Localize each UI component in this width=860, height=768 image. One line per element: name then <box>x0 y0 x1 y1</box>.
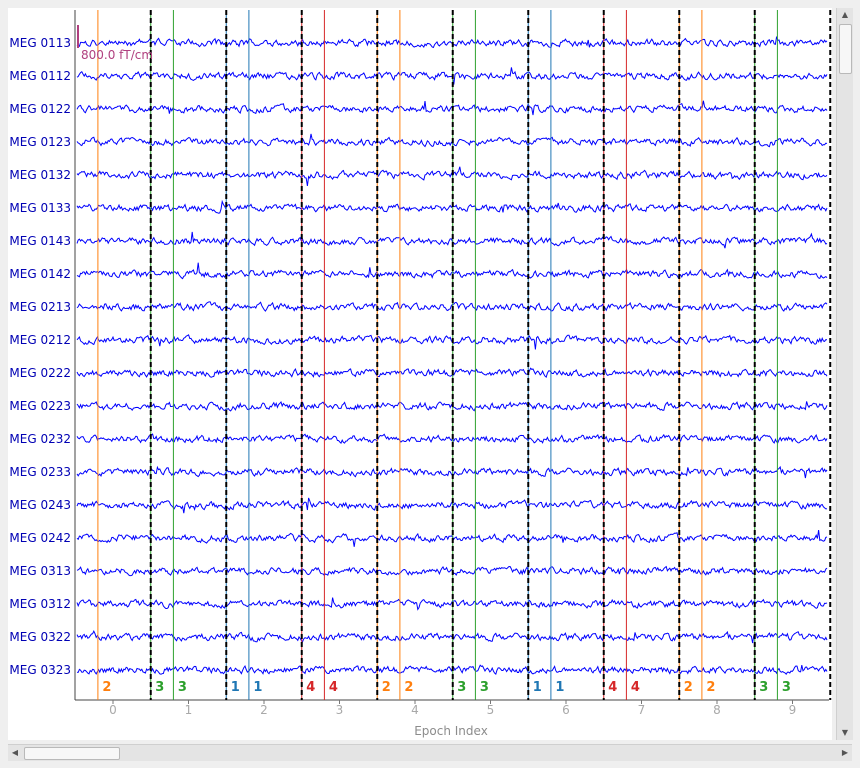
x-tick-label-1: 1 <box>185 703 193 717</box>
event-label-1: 3 <box>155 680 164 695</box>
horizontal-scroll-thumb[interactable] <box>24 747 120 760</box>
channel-label-meg-0133: MEG 0133 <box>9 201 71 215</box>
event-label-12: 1 <box>555 680 564 695</box>
x-tick-label-9: 9 <box>789 703 797 717</box>
plot-canvas[interactable]: MEG 0113 MEG 0112 MEG 0122 MEG 0123 MEG 0132… <box>8 8 832 740</box>
channel-label-meg-0242: MEG 0242 <box>9 531 71 545</box>
event-label-16: 2 <box>706 680 715 695</box>
scroll-left-arrow-icon[interactable]: ◀ <box>11 748 19 757</box>
channel-label-meg-0112: MEG 0112 <box>9 69 71 83</box>
vertical-scrollbar[interactable]: ▲ ▼ <box>836 8 853 740</box>
channel-label-meg-0312: MEG 0312 <box>9 597 71 611</box>
event-label-18: 3 <box>782 680 791 695</box>
x-tick-label-5: 5 <box>487 703 495 717</box>
channel-label-meg-0213: MEG 0213 <box>9 300 71 314</box>
vertical-scroll-thumb[interactable] <box>839 24 852 74</box>
event-label-4: 1 <box>253 680 262 695</box>
channel-label-meg-0113: MEG 0113 <box>9 36 71 50</box>
channel-label-meg-0322: MEG 0322 <box>9 630 71 644</box>
channel-label-meg-0132: MEG 0132 <box>9 168 71 182</box>
channel-label-meg-0143: MEG 0143 <box>9 234 71 248</box>
scale-bar-label: 800.0 fT/cm <box>81 48 153 62</box>
event-label-11: 1 <box>533 680 542 695</box>
event-label-17: 3 <box>759 680 768 695</box>
event-label-13: 4 <box>608 680 617 695</box>
x-tick-label-2: 2 <box>260 703 268 717</box>
event-label-3: 1 <box>231 680 240 695</box>
x-tick-label-6: 6 <box>562 703 570 717</box>
event-label-0: 2 <box>102 680 111 695</box>
x-tick-label-7: 7 <box>638 703 646 717</box>
event-label-14: 4 <box>631 680 640 695</box>
epochs-plot[interactable]: MEG 0113 MEG 0112 MEG 0122 MEG 0123 MEG 0132… <box>8 8 832 740</box>
channel-label-meg-0323: MEG 0323 <box>9 663 71 677</box>
channel-label-meg-0243: MEG 0243 <box>9 498 71 512</box>
x-tick-label-4: 4 <box>411 703 419 717</box>
channel-label-meg-0313: MEG 0313 <box>9 564 71 578</box>
x-tick-label-0: 0 <box>109 703 117 717</box>
channel-label-meg-0122: MEG 0122 <box>9 102 71 116</box>
event-label-5: 4 <box>306 680 315 695</box>
scroll-right-arrow-icon[interactable]: ▶ <box>841 748 849 757</box>
event-label-2: 3 <box>178 680 187 695</box>
event-label-6: 4 <box>329 680 338 695</box>
horizontal-scrollbar[interactable]: ◀ ▶ <box>8 744 852 761</box>
event-label-7: 2 <box>382 680 391 695</box>
x-tick-label-8: 8 <box>713 703 721 717</box>
scroll-down-arrow-icon[interactable]: ▼ <box>841 728 849 737</box>
event-label-8: 2 <box>404 680 413 695</box>
x-axis-label: Epoch Index <box>414 724 488 738</box>
channel-label-meg-0142: MEG 0142 <box>9 267 71 281</box>
channel-label-meg-0233: MEG 0233 <box>9 465 71 479</box>
channel-label-meg-0223: MEG 0223 <box>9 399 71 413</box>
event-label-9: 3 <box>457 680 466 695</box>
scroll-up-arrow-icon[interactable]: ▲ <box>841 10 849 19</box>
channel-label-meg-0232: MEG 0232 <box>9 432 71 446</box>
event-label-10: 3 <box>480 680 489 695</box>
event-label-15: 2 <box>684 680 693 695</box>
channel-label-meg-0212: MEG 0212 <box>9 333 71 347</box>
channel-label-meg-0123: MEG 0123 <box>9 135 71 149</box>
channel-label-meg-0222: MEG 0222 <box>9 366 71 380</box>
x-tick-label-3: 3 <box>336 703 344 717</box>
